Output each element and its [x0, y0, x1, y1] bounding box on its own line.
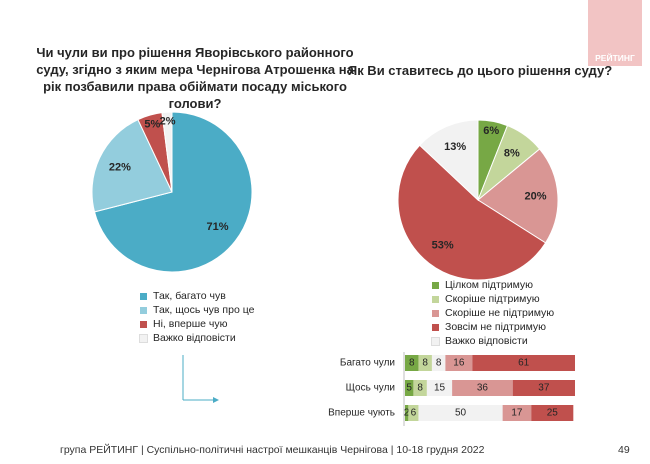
bar-segment	[413, 380, 427, 396]
legend-swatch	[432, 323, 439, 331]
pie-slice	[418, 119, 479, 202]
arrow-head	[213, 397, 219, 403]
y-tick-label: Щось чули	[346, 383, 395, 394]
pie-slice	[477, 148, 559, 244]
data-label: 8%	[504, 147, 520, 159]
legend-label: Так, багато чув	[153, 290, 226, 302]
bar-segment	[531, 405, 574, 421]
legend-item: Так, щось чув про це	[140, 303, 254, 317]
y-tick-label: Вперше чують	[328, 408, 395, 419]
bar-segment	[408, 405, 419, 421]
page-number: 49	[618, 444, 630, 456]
data-label: 53%	[432, 239, 454, 251]
data-label: 8	[409, 358, 415, 369]
legend: Цілком підтримую Скоріше підтримую Скоріше…	[431, 278, 554, 348]
bar-segment	[418, 405, 503, 421]
data-label: 17	[511, 408, 523, 419]
pie-slice	[91, 118, 173, 213]
bar-segment	[502, 405, 532, 421]
data-label: 8	[436, 358, 442, 369]
legend-label: Так, щось чув про це	[153, 304, 255, 316]
data-label: 61	[518, 358, 530, 369]
bar-segment	[452, 380, 513, 396]
legend-item: Зовсім не підтримую	[432, 320, 554, 334]
legend-label: Важко відповісти	[445, 335, 528, 347]
legend-swatch	[431, 336, 440, 346]
bar-segment	[445, 355, 473, 371]
legend-item: Ні, вперше чую	[140, 317, 254, 331]
data-label: 16	[453, 358, 465, 369]
data-label: 2%	[160, 116, 176, 128]
bar-segment	[512, 380, 575, 396]
legend-swatch	[432, 295, 439, 303]
legend-label: Важко відповісти	[153, 332, 236, 344]
legend-item: Скоріше підтримую	[432, 292, 554, 306]
data-label: 2	[404, 408, 410, 419]
pie-slice	[161, 111, 173, 193]
logo: РЕЙТИНГ	[588, 0, 642, 66]
chart-title: Чи чули ви про рішення Яворівського райо…	[36, 45, 354, 111]
legend-swatch	[140, 320, 147, 328]
legend-label: Цілком підтримую	[445, 279, 534, 291]
data-label: 36	[477, 383, 489, 394]
y-tick-label: Багато чули	[340, 358, 395, 369]
bar-segment	[431, 355, 446, 371]
legend-item: Важко відповісти	[139, 331, 254, 345]
legend-swatch	[432, 281, 439, 289]
data-label: 20%	[524, 190, 546, 202]
pie-slice	[397, 144, 547, 281]
legend-item: Скоріше не підтримую	[432, 306, 554, 320]
data-label: 50	[455, 408, 467, 419]
data-label: 15	[434, 383, 446, 394]
legend-item: Так, багато чув	[140, 289, 254, 303]
bar-segment	[418, 355, 432, 371]
data-label: 25	[547, 408, 559, 419]
legend-swatch	[432, 309, 439, 317]
legend-label: Скоріше підтримую	[445, 293, 540, 305]
data-label: 5	[406, 383, 412, 394]
legend: Так, багато чув Так, щось чув про це Ні, в…	[139, 289, 254, 345]
legend-item: Важко відповісти	[431, 334, 554, 348]
legend-label: Зовсім не підтримую	[445, 321, 547, 333]
bar-segment	[405, 380, 414, 396]
data-label: 8	[417, 383, 423, 394]
legend-item: Цілком підтримую	[432, 278, 554, 292]
legend-label: Скоріше не підтримую	[445, 307, 555, 319]
legend-label: Ні, вперше чую	[153, 318, 228, 330]
data-label: 5%	[144, 118, 160, 130]
legend-swatch	[139, 333, 148, 343]
legend-swatch	[140, 292, 147, 300]
data-label: 13%	[444, 141, 466, 153]
data-label: 37	[538, 383, 550, 394]
data-label: 6	[411, 408, 417, 419]
bar-segment	[405, 355, 419, 371]
legend-swatch	[140, 306, 147, 314]
chart-title: Як Ви ставитесь до цього рішення суду?	[347, 63, 613, 78]
data-label: 22%	[109, 161, 131, 173]
bar-segment	[472, 355, 575, 371]
footer: група РЕЙТИНГ | Суспільно-політичні наст…	[60, 444, 485, 456]
bar-segment	[426, 380, 453, 396]
logo-text: РЕЙТИНГ	[595, 53, 635, 63]
data-label: 6%	[483, 125, 499, 137]
data-label: 71%	[206, 221, 228, 233]
data-label: 8	[422, 358, 428, 369]
pie-slice	[93, 111, 253, 273]
bar-segment	[405, 405, 409, 421]
